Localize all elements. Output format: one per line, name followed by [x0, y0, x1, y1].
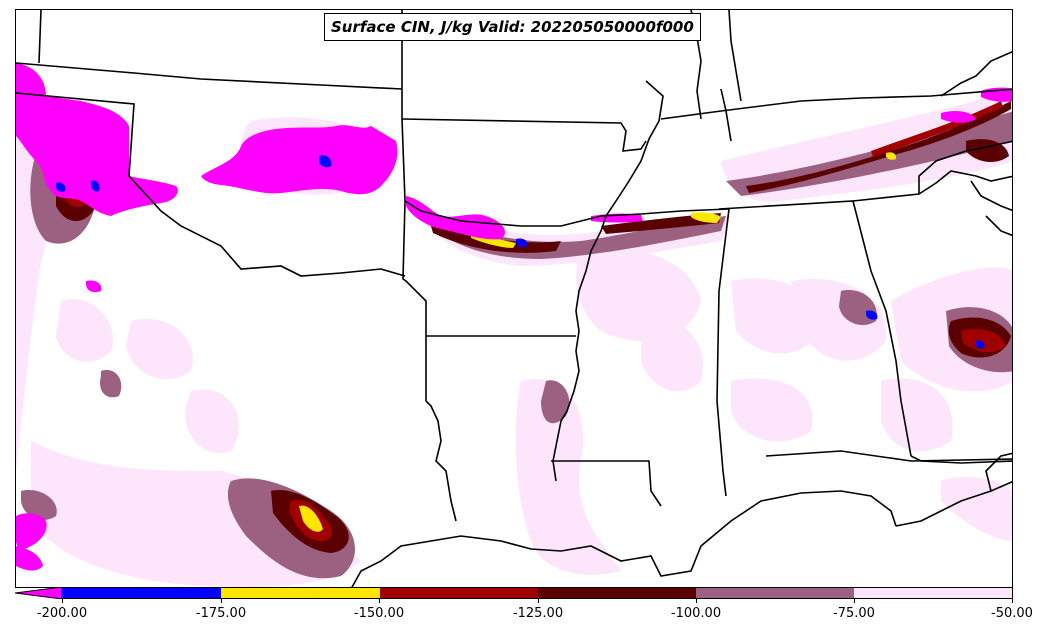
map-title: Surface CIN, J/kg Valid: 202205050000f00… [324, 13, 701, 41]
colorbar-segment-darkred [538, 587, 696, 599]
colorbar-segment-yellow [221, 587, 380, 599]
colorbar-tickmark [854, 599, 855, 603]
colorbar-segment-mauve [696, 587, 854, 599]
colorbar-tick-label: -150.00 [353, 606, 405, 621]
boundary-co-ne [38, 10, 42, 64]
colorbar [15, 587, 1013, 599]
cin-blue-areas [56, 155, 985, 349]
cin-magenta-areas [16, 63, 1012, 571]
colorbar-tickmark [379, 599, 380, 603]
colorbar-tickmark [1012, 599, 1013, 603]
colorbar-tick-label: -75.00 [833, 606, 875, 621]
colorbar-tick-label: -200.00 [36, 606, 88, 621]
colorbar-segment-blue [62, 587, 221, 599]
colorbar-tick-label: -125.00 [512, 606, 564, 621]
colorbar-tickmark [62, 599, 63, 603]
colorbar-segment-red [380, 587, 538, 599]
colorbar-tickmark [538, 599, 539, 603]
map-panel [15, 9, 1013, 588]
colorbar-tick-label: -100.00 [670, 606, 722, 621]
colorbar-segment-lightpink [854, 587, 1013, 599]
colorbar-tickmark [221, 599, 222, 603]
colorbar-tick-label: -50.00 [991, 606, 1033, 621]
state-boundaries [16, 10, 1012, 587]
map-canvas [16, 10, 1012, 587]
colorbar-tick-label: -175.00 [195, 606, 247, 621]
colorbar-tickmark [696, 599, 697, 603]
cin-shading [16, 63, 1012, 587]
